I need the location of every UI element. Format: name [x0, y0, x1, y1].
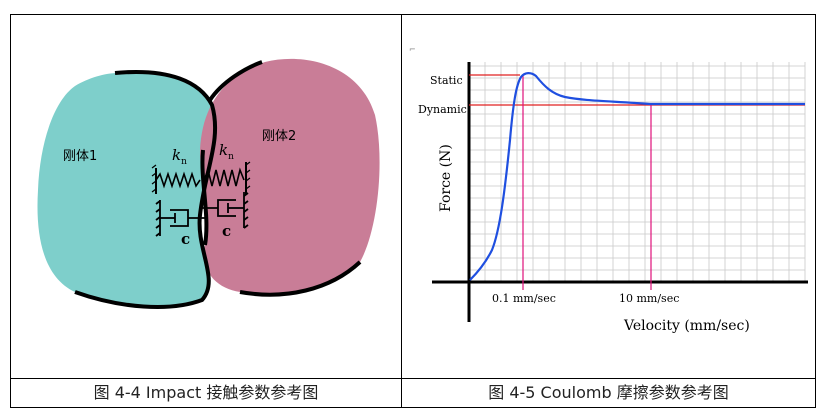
rigid-body-2: [200, 58, 380, 295]
corner-mark: ⌐: [409, 45, 416, 54]
static-label: Static: [430, 74, 463, 87]
marker-label-10: 10 mm/sec: [619, 292, 679, 305]
spring-sub-left: n: [181, 157, 187, 167]
body1-label: 刚体1: [63, 149, 97, 164]
friction-curve: [469, 72, 805, 281]
rigid-body-1: [37, 71, 216, 307]
x-axis-label: Velocity (mm/sec): [623, 318, 750, 334]
damper-right: [200, 192, 249, 229]
damper-c-left: c: [181, 230, 190, 248]
spring-k-left: k: [172, 146, 181, 164]
spring-right: [203, 167, 245, 187]
figure-table: [10, 14, 816, 408]
damper-c-right: c: [222, 222, 231, 240]
table-divider: [401, 14, 402, 408]
svg-text:kn: kn: [172, 146, 187, 167]
damper-left: [155, 200, 205, 237]
spring-sub-right: n: [228, 152, 234, 162]
caption-divider: [10, 378, 816, 379]
y-axis-label: Force (N): [438, 144, 454, 212]
chart-grid: [468, 62, 806, 283]
caption-impact: 图 4-4 Impact 接触参数参考图: [93, 383, 319, 402]
marker-label-0-1: 0.1 mm/sec: [492, 292, 556, 305]
dynamic-label: Dynamic: [418, 103, 467, 116]
svg-text:kn: kn: [219, 141, 234, 162]
body2-label: 刚体2: [262, 129, 296, 144]
body1-outline: [74, 70, 218, 309]
spring-k-right: k: [219, 141, 228, 159]
body2-outline: [200, 60, 362, 297]
spring-left: [155, 171, 201, 189]
caption-coulomb: 图 4-5 Coulomb 摩擦参数参考图: [488, 383, 729, 402]
